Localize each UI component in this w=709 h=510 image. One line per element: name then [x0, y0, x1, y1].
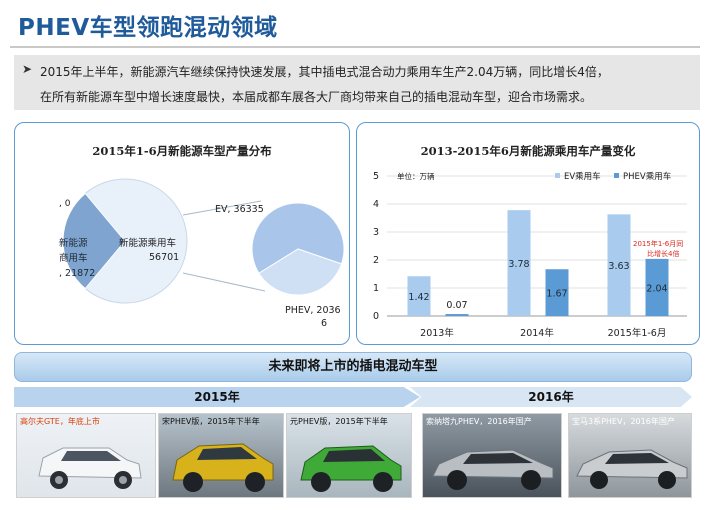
- year-2015-arrow: 2015年: [14, 387, 420, 407]
- summary-line-2: 在所有新能源车型中增长速度最快，本届成都车展各大厂商均带来自己的插电混动车型，迎…: [40, 90, 593, 104]
- car-photo-bmw-3-phev: 宝马3系PHEV，2016年国产: [568, 413, 692, 498]
- pie-label-commercial-2: 商用车: [59, 252, 88, 264]
- pie-label-phev-2: 6: [321, 318, 327, 329]
- y-tick-label: 3: [373, 227, 379, 238]
- bar-ev: [407, 276, 431, 316]
- year-2016-arrow: 2016年: [410, 387, 692, 407]
- pie-slice-ev: [251, 202, 345, 274]
- summary-line-1: 2015年上半年，新能源汽车继续保持快速发展，其中插电式混合动力乘用车生产2.0…: [40, 65, 609, 79]
- pie-label-passenger-value: 56701: [149, 252, 179, 263]
- bar-chart: 0 1 2 3 4 5 单位：万辆 EV乘用车 PHEV乘用车 1.42 0.07 2013年 3.78…: [373, 171, 687, 339]
- pie-label-phev-1: PHEV, 2036: [285, 305, 341, 316]
- bar-phev: [445, 314, 469, 316]
- car-photo-song-phev: 宋PHEV版，2015年下半年: [158, 413, 284, 498]
- pie-label-passenger-name: 新能源乘用车: [119, 237, 176, 249]
- bar-phev: [645, 258, 669, 316]
- pie-slice-passenger: [84, 178, 188, 304]
- car-caption: 宋PHEV版，2015年下半年: [162, 417, 260, 426]
- page-title: PHEV车型领跑混动领域: [18, 15, 278, 41]
- y-tick-label: 5: [373, 171, 379, 182]
- legend-label-phev: PHEV乘用车: [623, 171, 671, 182]
- bar-ev: [607, 214, 631, 316]
- bar-value-label: 1.42: [408, 292, 429, 303]
- bullet-arrow-icon: ➤: [22, 62, 33, 76]
- y-tick-label: 2: [373, 255, 379, 266]
- legend-label-ev: EV乘用车: [564, 171, 601, 182]
- pie-chart-title: 2015年1-6月新能源车型产量分布: [92, 144, 272, 158]
- car-photo-sonata-phev: 索纳塔九PHEV，2016年国产: [422, 413, 562, 498]
- y-tick-label: 0: [373, 311, 379, 322]
- pie-label-commercial-1: 新能源: [59, 237, 88, 249]
- legend-swatch-ev: [555, 173, 560, 178]
- upcoming-models-banner: 未来即将上市的插电混动车型: [14, 352, 692, 382]
- bar-chart-title: 2013-2015年6月新能源乘用车产量变化: [420, 144, 636, 158]
- pie-connector-bottom: [182, 272, 266, 292]
- car-photo-yuan-phev: 元PHEV版，2015年下半年: [286, 413, 412, 498]
- car-caption: 高尔夫GTE，年底上市: [20, 417, 100, 426]
- bar-value-label: 3.63: [608, 261, 629, 272]
- x-tick-label: 2013年: [420, 327, 454, 339]
- summary-box: ➤ 2015年上半年，新能源汽车继续保持快速发展，其中插电式混合动力乘用车生产2…: [14, 55, 700, 110]
- car-caption: 元PHEV版，2015年下半年: [290, 417, 388, 426]
- pie-chart-panel: 2015年1-6月新能源车型产量分布 , 0 新能源商用车 , 21872 新能源乘用…: [14, 122, 350, 345]
- bar-value-label: 1.67: [546, 289, 567, 300]
- y-tick-label: 4: [373, 199, 379, 210]
- pie-label-zero: , 0: [59, 199, 71, 209]
- car-caption: 宝马3系PHEV，2016年国产: [572, 417, 675, 426]
- bar-value-label: 0.07: [446, 300, 467, 311]
- y-tick-label: 1: [373, 283, 379, 294]
- pie-connector-top: [182, 200, 262, 216]
- title-divider: [10, 46, 700, 48]
- x-tick-label: 2015年1-6月: [608, 327, 667, 339]
- legend-swatch-phev: [614, 173, 619, 178]
- pie-slice-commercial: [62, 192, 126, 290]
- car-caption: 索纳塔九PHEV，2016年国产: [426, 417, 532, 426]
- car-photo-golf-gte: 高尔夫GTE，年底上市: [16, 413, 156, 498]
- bar-phev: [545, 269, 569, 316]
- pie-label-commercial-3: , 21872: [59, 268, 95, 279]
- pie-label-ev: EV, 36335: [215, 204, 264, 215]
- annotation-line-2: 比增长4倍: [647, 249, 679, 258]
- x-tick-label: 2014年: [520, 327, 554, 339]
- annotation-line-1: 2015年1-6月同: [633, 239, 683, 248]
- bar-ev: [507, 210, 531, 316]
- bar-chart-panel: 2013-2015年6月新能源乘用车产量变化 0 1 2 3 4 5 单位：万辆 EV乘用车 P…: [356, 122, 700, 345]
- bar-value-label: 2.04: [646, 283, 667, 294]
- bar-value-label: 3.78: [508, 259, 529, 270]
- pie-slice-phev: [258, 248, 343, 296]
- unit-label: 单位：万辆: [397, 171, 435, 181]
